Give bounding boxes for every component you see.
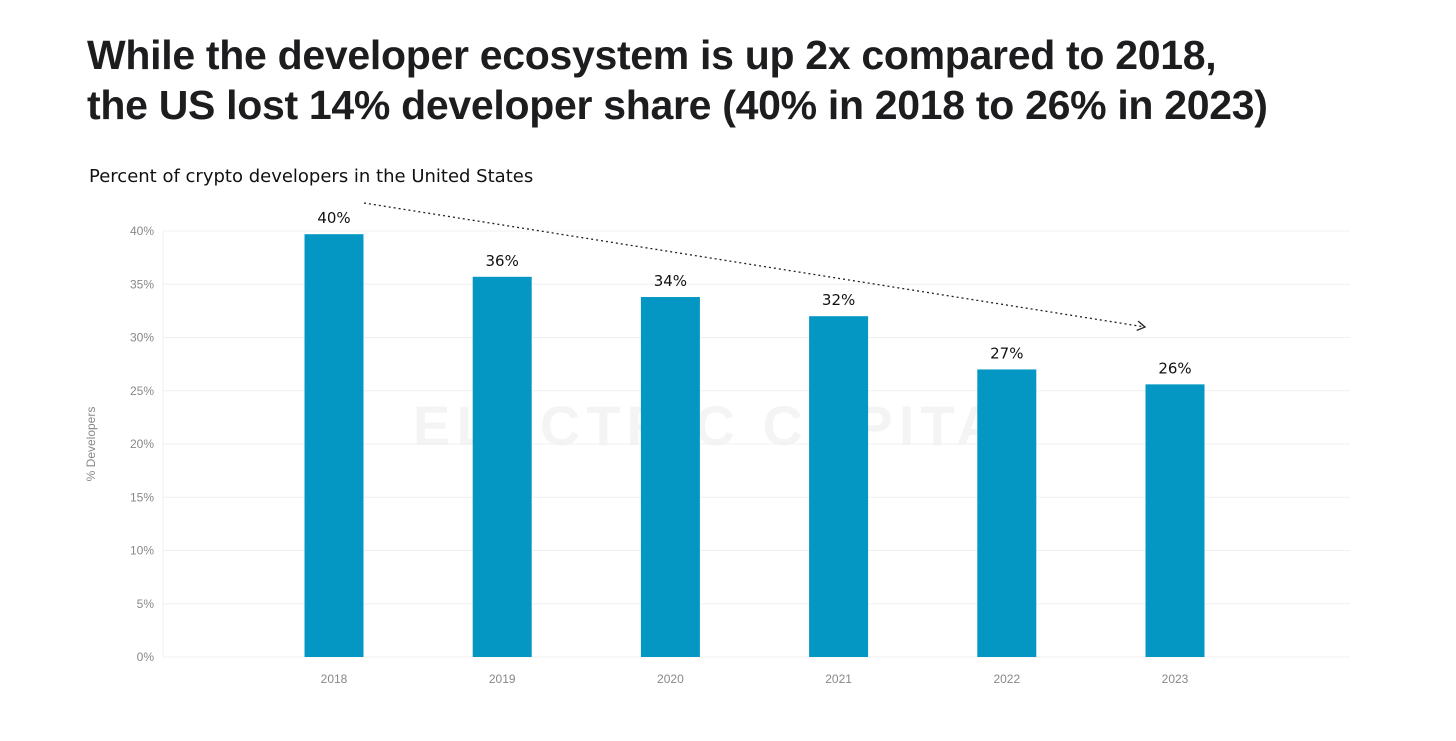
- y-axis-label: % Developers: [84, 407, 98, 482]
- y-tick-label: 40%: [130, 224, 154, 238]
- trend-arrow: [363, 202, 1147, 332]
- trend-arrowhead: [1136, 320, 1147, 332]
- data-label-2022: 27%: [990, 344, 1023, 362]
- y-tick-label: 15%: [130, 490, 154, 504]
- y-tick-label: 35%: [130, 277, 154, 291]
- y-tick-label: 25%: [130, 384, 154, 398]
- trend-line: [363, 202, 1146, 328]
- y-tick-label: 0%: [137, 650, 155, 664]
- y-tick-label: 5%: [137, 597, 155, 611]
- bar-2021: [809, 316, 869, 657]
- data-label-2018: 40%: [317, 209, 350, 227]
- data-label-2023: 26%: [1158, 359, 1191, 377]
- x-tick-label-2019: 2019: [489, 672, 516, 686]
- bar-2019: [472, 276, 532, 657]
- x-tick-label-2018: 2018: [321, 672, 348, 686]
- y-tick-label: 20%: [130, 437, 154, 451]
- chart-title: Percent of crypto developers in the Unit…: [89, 166, 534, 187]
- data-label-2019: 36%: [486, 252, 519, 270]
- headline-line-2: the US lost 14% developer share (40% in …: [87, 82, 1268, 128]
- x-axis-ticks: 2018 2019 2020 2021 2022 2023: [321, 672, 1189, 686]
- bar-2020: [640, 297, 700, 657]
- y-tick-label: 10%: [130, 544, 154, 558]
- data-label-2020: 34%: [654, 272, 687, 290]
- x-tick-label-2023: 2023: [1162, 672, 1189, 686]
- bar-2018: [304, 234, 364, 657]
- data-label-2021: 32%: [822, 291, 855, 309]
- x-tick-label-2020: 2020: [657, 672, 684, 686]
- bar-2023: [1145, 384, 1205, 657]
- data-labels: 40% 36% 34% 32% 27% 26%: [317, 209, 1191, 377]
- x-tick-label-2022: 2022: [993, 672, 1020, 686]
- headline-line-1: While the developer ecosystem is up 2x c…: [87, 32, 1217, 78]
- x-tick-label-2021: 2021: [825, 672, 852, 686]
- y-tick-label: 30%: [130, 331, 154, 345]
- bars: [304, 234, 1205, 657]
- y-axis-ticks: 0% 5% 10% 15% 20% 25% 30% 35% 40%: [130, 224, 154, 664]
- bar-2022: [977, 369, 1037, 657]
- headline: While the developer ecosystem is up 2x c…: [87, 30, 1427, 130]
